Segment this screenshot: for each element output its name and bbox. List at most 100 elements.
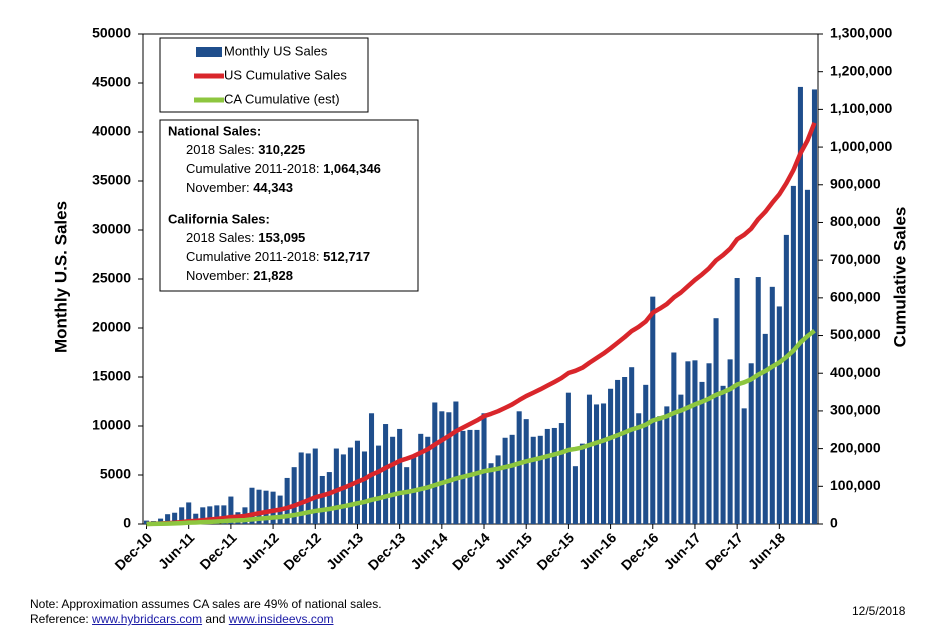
bar [361, 451, 368, 524]
bar [298, 452, 304, 524]
info-value: 21,828 [253, 268, 293, 283]
bar [284, 477, 290, 524]
bar [481, 413, 487, 524]
bar [643, 384, 649, 524]
y-tick-label: 25000 [92, 270, 131, 286]
bar [397, 428, 403, 524]
footer-date: 12/5/2018 [852, 604, 906, 618]
bar [256, 489, 262, 524]
bar [376, 445, 382, 524]
bar [572, 466, 578, 524]
y2-tick-label: 100,000 [830, 477, 881, 493]
bar [172, 512, 178, 524]
bar [432, 402, 438, 524]
info-label: Cumulative 2011-2018: [186, 249, 319, 264]
y2-tick-label: 400,000 [830, 364, 881, 380]
bar [165, 514, 171, 524]
y-tick-label: 50000 [92, 25, 131, 41]
bar [713, 318, 719, 524]
bar [678, 394, 684, 524]
y-tick-label: 35000 [92, 172, 131, 188]
reference-label: Reference: [30, 612, 89, 626]
x-tick-label: Dec-10 [111, 529, 155, 573]
bar [650, 296, 656, 524]
bar [530, 436, 536, 524]
legend-swatch [196, 47, 222, 57]
y2-tick-label: 900,000 [830, 175, 881, 191]
y2-tick-label: 600,000 [830, 289, 881, 305]
bar [453, 401, 459, 524]
bar [425, 436, 431, 524]
bar [608, 388, 614, 524]
bar [671, 352, 677, 524]
note: Note: Approximation assumes CA sales are… [30, 597, 382, 611]
info-value: 153,095 [258, 230, 305, 245]
bar [390, 436, 396, 524]
bar [207, 506, 213, 524]
y-tick-label: 5000 [100, 466, 131, 482]
info-line: November: 44,343 [186, 180, 293, 195]
link[interactable]: www.hybridcars.com [92, 612, 203, 626]
info-label: Cumulative 2011-2018: [186, 161, 319, 176]
legend-label: US Cumulative Sales [224, 67, 347, 82]
bar [474, 429, 480, 524]
info-value: 512,717 [323, 249, 370, 264]
bar [537, 435, 543, 524]
bar [579, 443, 585, 524]
bar [664, 406, 670, 524]
bar [776, 306, 782, 524]
y2-tick-label: 300,000 [830, 402, 881, 418]
x-tick-label: Dec-16 [618, 529, 662, 573]
bar [502, 437, 508, 524]
y-tick-label: 15000 [92, 368, 131, 384]
legend: Monthly US Sales US Cumulative Sales CA Cu… [159, 37, 369, 113]
bar [804, 189, 810, 524]
legend-label: CA Cumulative (est) [224, 91, 340, 106]
bar [769, 286, 775, 524]
bar [270, 491, 276, 524]
info-heading: California Sales: [168, 211, 270, 226]
y2-tick-label: 200,000 [830, 439, 881, 455]
y-tick-label: 10000 [92, 417, 131, 433]
bar [790, 185, 796, 524]
info-label: 2018 Sales: [186, 142, 255, 157]
y2-tick-label: 800,000 [830, 213, 881, 229]
y-tick-label: 45000 [92, 74, 131, 90]
link[interactable]: www.insideevs.com [228, 612, 334, 626]
bar [727, 359, 733, 524]
y2-tick-label: 1,300,000 [830, 25, 892, 41]
info-label: November: [186, 180, 250, 195]
bar [404, 467, 410, 524]
bar [657, 416, 663, 524]
bar [249, 487, 255, 524]
bar [418, 433, 424, 524]
bar [586, 394, 593, 524]
bar [601, 403, 607, 524]
x-tick-label: Dec-12 [280, 529, 324, 573]
info-label: 2018 Sales: [186, 230, 255, 245]
y2-tick-label: 700,000 [830, 251, 881, 267]
bar [797, 86, 803, 525]
bar [558, 423, 564, 524]
bar [333, 448, 339, 524]
bar [741, 408, 747, 524]
bar [509, 434, 515, 524]
line [146, 121, 817, 527]
bar [629, 367, 635, 524]
x-tick-label: Dec-14 [449, 529, 493, 573]
x-tick-label: Dec-15 [533, 529, 577, 573]
x-tick-label: Dec-17 [702, 529, 746, 573]
bar [291, 467, 297, 524]
bar [636, 413, 642, 524]
bar [699, 381, 705, 524]
info-value: 1,064,346 [323, 161, 381, 176]
info-line: November: 21,828 [186, 268, 293, 283]
bar [755, 277, 761, 524]
x-tick-label: Dec-11 [196, 529, 239, 572]
info-box: National Sales: 2018 Sales: 310,225 Cumula… [159, 119, 419, 292]
bar [368, 413, 375, 524]
bar [263, 490, 269, 524]
info-value: 310,225 [258, 142, 305, 157]
bar [748, 363, 754, 524]
